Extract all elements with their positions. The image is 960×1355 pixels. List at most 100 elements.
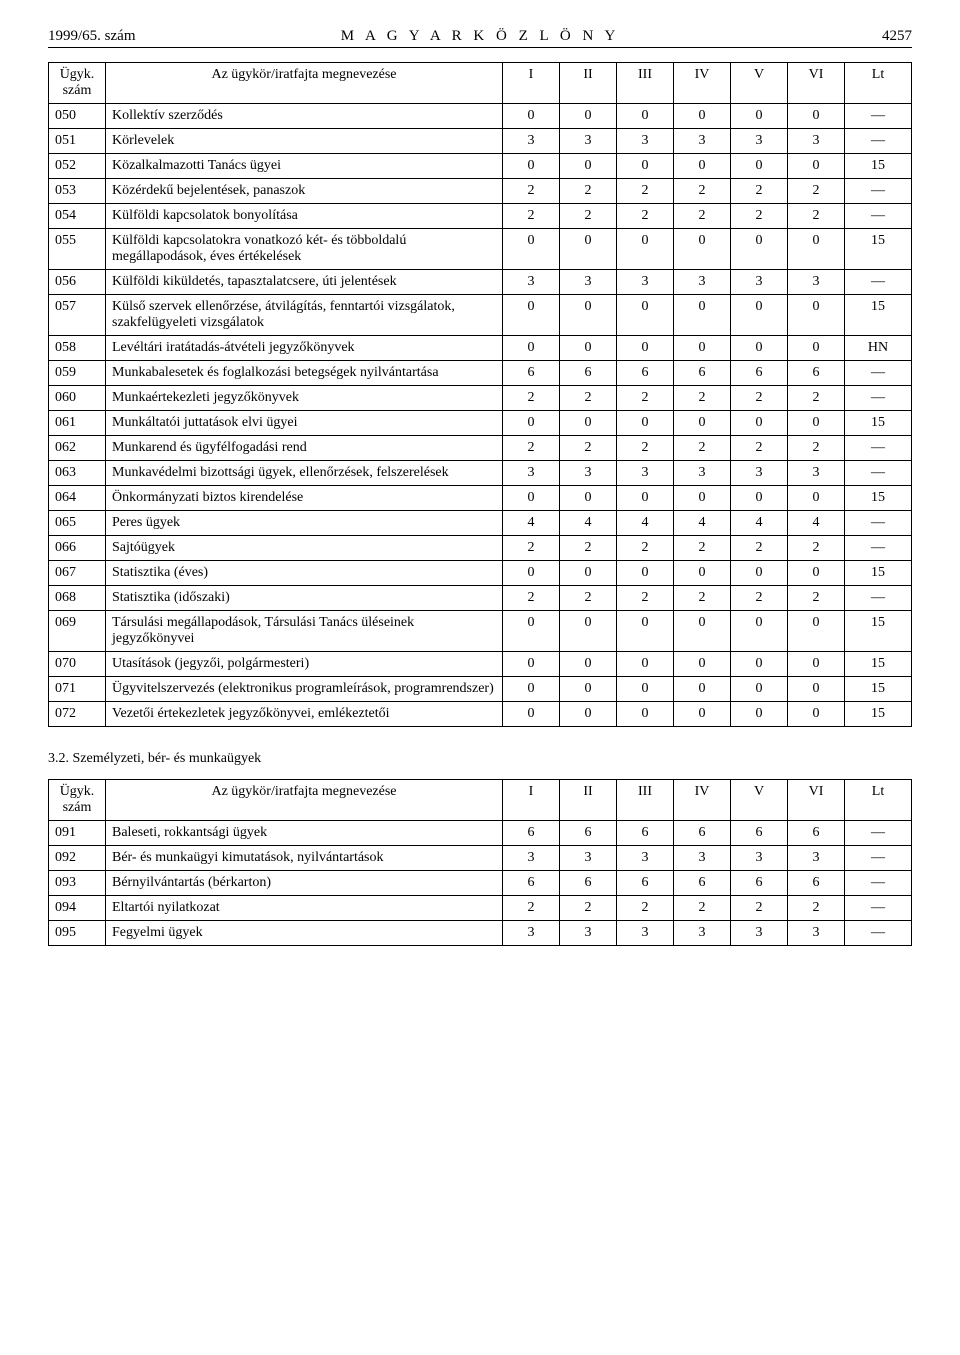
col-v: V <box>731 780 788 821</box>
cell-value: 6 <box>617 821 674 846</box>
cell-value: 2 <box>731 204 788 229</box>
cell-value: 2 <box>617 896 674 921</box>
cell-code: 062 <box>49 436 106 461</box>
cell-value: 3 <box>503 921 560 946</box>
cell-value: 0 <box>503 677 560 702</box>
cell-title: Peres ügyek <box>106 511 503 536</box>
table-row: 095Fegyelmi ügyek333333— <box>49 921 912 946</box>
cell-value: 0 <box>788 652 845 677</box>
cell-value: 2 <box>788 179 845 204</box>
cell-value: 0 <box>731 677 788 702</box>
cell-value: 3 <box>560 921 617 946</box>
cell-value: 3 <box>617 270 674 295</box>
table-row: 060Munkaértekezleti jegyzőkönyvek222222— <box>49 386 912 411</box>
cell-value: 0 <box>731 486 788 511</box>
cell-lt: HN <box>845 336 912 361</box>
cell-value: 0 <box>731 104 788 129</box>
col-lt: Lt <box>845 780 912 821</box>
cell-code: 058 <box>49 336 106 361</box>
cell-lt: — <box>845 921 912 946</box>
cell-lt: — <box>845 821 912 846</box>
cell-title: Ügyvitelszervezés (elektronikus programl… <box>106 677 503 702</box>
cell-code: 070 <box>49 652 106 677</box>
col-title: Az ügykör/iratfajta megnevezése <box>106 63 503 104</box>
cell-value: 6 <box>503 361 560 386</box>
cell-value: 6 <box>503 871 560 896</box>
header-title: M A G Y A R K Ö Z L Ö N Y <box>168 28 792 45</box>
cell-value: 0 <box>503 652 560 677</box>
cell-value: 0 <box>674 411 731 436</box>
col-iii: III <box>617 780 674 821</box>
table-row: 062Munkarend és ügyfélfogadási rend22222… <box>49 436 912 461</box>
cell-title: Sajtóügyek <box>106 536 503 561</box>
cell-value: 0 <box>503 336 560 361</box>
table-row: 052Közalkalmazotti Tanács ügyei00000015 <box>49 154 912 179</box>
cell-value: 3 <box>617 461 674 486</box>
cell-value: 6 <box>674 361 731 386</box>
cell-value: 6 <box>788 871 845 896</box>
cell-value: 0 <box>617 336 674 361</box>
cell-lt: — <box>845 270 912 295</box>
cell-title: Levéltári iratátadás-átvételi jegyzőköny… <box>106 336 503 361</box>
cell-code: 050 <box>49 104 106 129</box>
cell-value: 0 <box>731 154 788 179</box>
cell-value: 0 <box>617 652 674 677</box>
table-row: 051Körlevelek333333— <box>49 129 912 154</box>
cell-value: 6 <box>788 361 845 386</box>
cell-title: Külföldi kapcsolatokra vonatkozó két- és… <box>106 229 503 270</box>
table-row: 050Kollektív szerződés000000— <box>49 104 912 129</box>
cell-value: 4 <box>731 511 788 536</box>
cell-value: 2 <box>560 386 617 411</box>
cell-title: Közérdekű bejelentések, panaszok <box>106 179 503 204</box>
cell-value: 0 <box>560 611 617 652</box>
table-row: 068Statisztika (időszaki)222222— <box>49 586 912 611</box>
cell-value: 0 <box>731 336 788 361</box>
cell-code: 063 <box>49 461 106 486</box>
cell-lt: — <box>845 204 912 229</box>
cell-title: Körlevelek <box>106 129 503 154</box>
cell-title: Eltartói nyilatkozat <box>106 896 503 921</box>
cell-value: 3 <box>674 846 731 871</box>
cell-value: 0 <box>674 229 731 270</box>
cell-lt: — <box>845 361 912 386</box>
cell-value: 2 <box>674 896 731 921</box>
cell-value: 0 <box>503 561 560 586</box>
col-code-line1: Ügyk. <box>60 67 95 82</box>
cell-value: 3 <box>674 129 731 154</box>
cell-value: 6 <box>731 871 788 896</box>
cell-title: Közalkalmazotti Tanács ügyei <box>106 154 503 179</box>
table-head-row: Ügyk. szám Az ügykör/iratfajta megnevezé… <box>49 780 912 821</box>
table-row: 063Munkavédelmi bizottsági ügyek, ellenő… <box>49 461 912 486</box>
cell-value: 4 <box>674 511 731 536</box>
running-header: 1999/65. szám M A G Y A R K Ö Z L Ö N Y … <box>48 28 912 48</box>
cell-code: 066 <box>49 536 106 561</box>
cell-title: Önkormányzati biztos kirendelése <box>106 486 503 511</box>
cell-value: 0 <box>731 652 788 677</box>
cell-title: Statisztika (időszaki) <box>106 586 503 611</box>
cell-value: 2 <box>503 536 560 561</box>
table-row: 093Bérnyilvántartás (bérkarton)666666— <box>49 871 912 896</box>
cell-value: 2 <box>503 896 560 921</box>
cell-value: 0 <box>560 104 617 129</box>
col-lt: Lt <box>845 63 912 104</box>
cell-value: 0 <box>674 486 731 511</box>
cell-value: 4 <box>503 511 560 536</box>
cell-value: 2 <box>731 436 788 461</box>
cell-title: Baleseti, rokkantsági ügyek <box>106 821 503 846</box>
cell-code: 067 <box>49 561 106 586</box>
col-iii: III <box>617 63 674 104</box>
cell-lt: 15 <box>845 561 912 586</box>
cell-value: 0 <box>560 652 617 677</box>
cell-value: 2 <box>560 436 617 461</box>
cell-value: 0 <box>560 677 617 702</box>
table-row: 053Közérdekű bejelentések, panaszok22222… <box>49 179 912 204</box>
subsection-heading: 3.2. Személyzeti, bér- és munkaügyek <box>48 751 912 767</box>
cell-value: 0 <box>560 295 617 336</box>
cell-title: Utasítások (jegyzői, polgármesteri) <box>106 652 503 677</box>
table-row: 070Utasítások (jegyzői, polgármesteri)00… <box>49 652 912 677</box>
cell-value: 0 <box>617 677 674 702</box>
cell-value: 0 <box>560 702 617 727</box>
cell-code: 065 <box>49 511 106 536</box>
col-iv: IV <box>674 63 731 104</box>
cell-value: 2 <box>503 386 560 411</box>
